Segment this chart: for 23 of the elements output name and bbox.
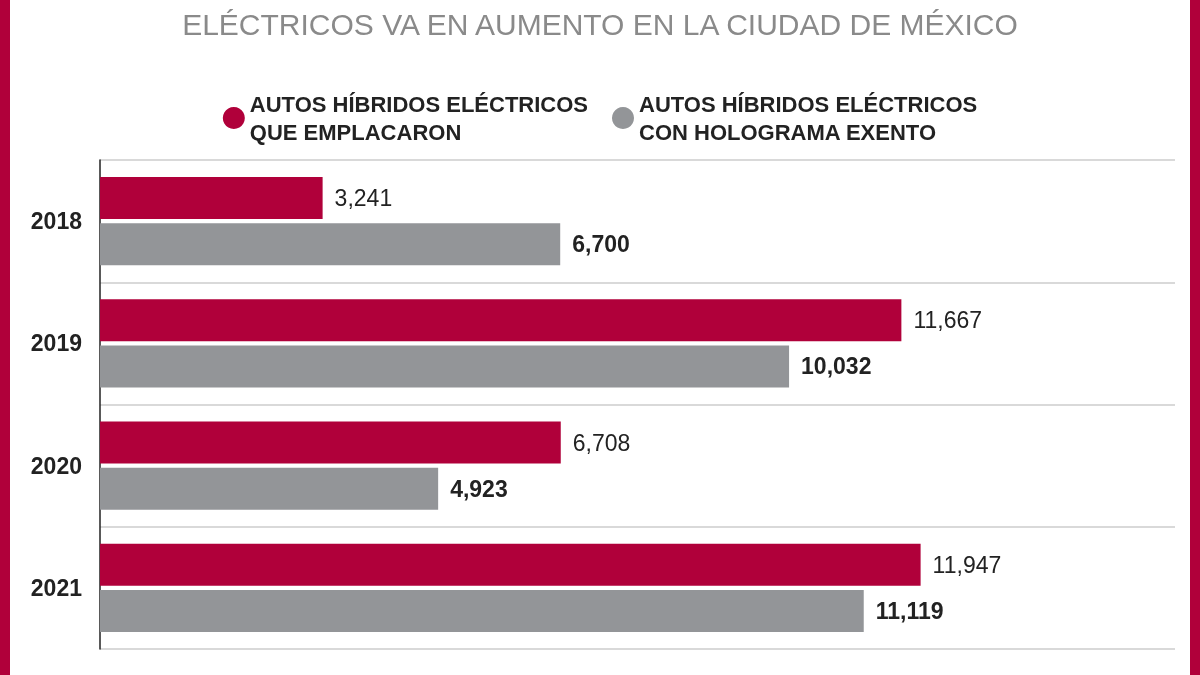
y-tick-label: 2020	[30, 452, 82, 479]
bar	[100, 177, 323, 220]
bar	[100, 345, 790, 388]
data-label: 4,923	[450, 475, 508, 502]
data-label: 6,700	[572, 231, 630, 258]
chart-title: ELÉCTRICOS VA EN AUMENTO EN LA CIUDAD DE MÉXICO	[182, 7, 1018, 41]
data-label: 3,241	[334, 185, 393, 212]
bar	[100, 421, 561, 464]
data-label: 11,119	[875, 597, 944, 624]
data-label: 11,947	[932, 551, 1002, 578]
legend-label: AUTOS HÍBRIDOS ELÉCTRICOS QUE EMPLACARON	[249, 91, 589, 145]
bar	[100, 467, 439, 510]
data-label: 11,667	[913, 307, 983, 334]
y-tick-label: 2018	[30, 208, 83, 235]
bar	[100, 589, 864, 632]
bar	[100, 543, 921, 586]
legend-label: AUTOS HÍBRIDOS ELÉCTRICOS CON HOLOGRAMA EXENTO	[639, 91, 978, 145]
data-label: 10,032	[801, 353, 872, 380]
bar	[100, 299, 902, 342]
data-label: 6,708	[572, 429, 631, 456]
y-tick-label: 2019	[30, 330, 82, 357]
bar	[100, 223, 561, 266]
y-tick-label: 2021	[30, 574, 83, 601]
